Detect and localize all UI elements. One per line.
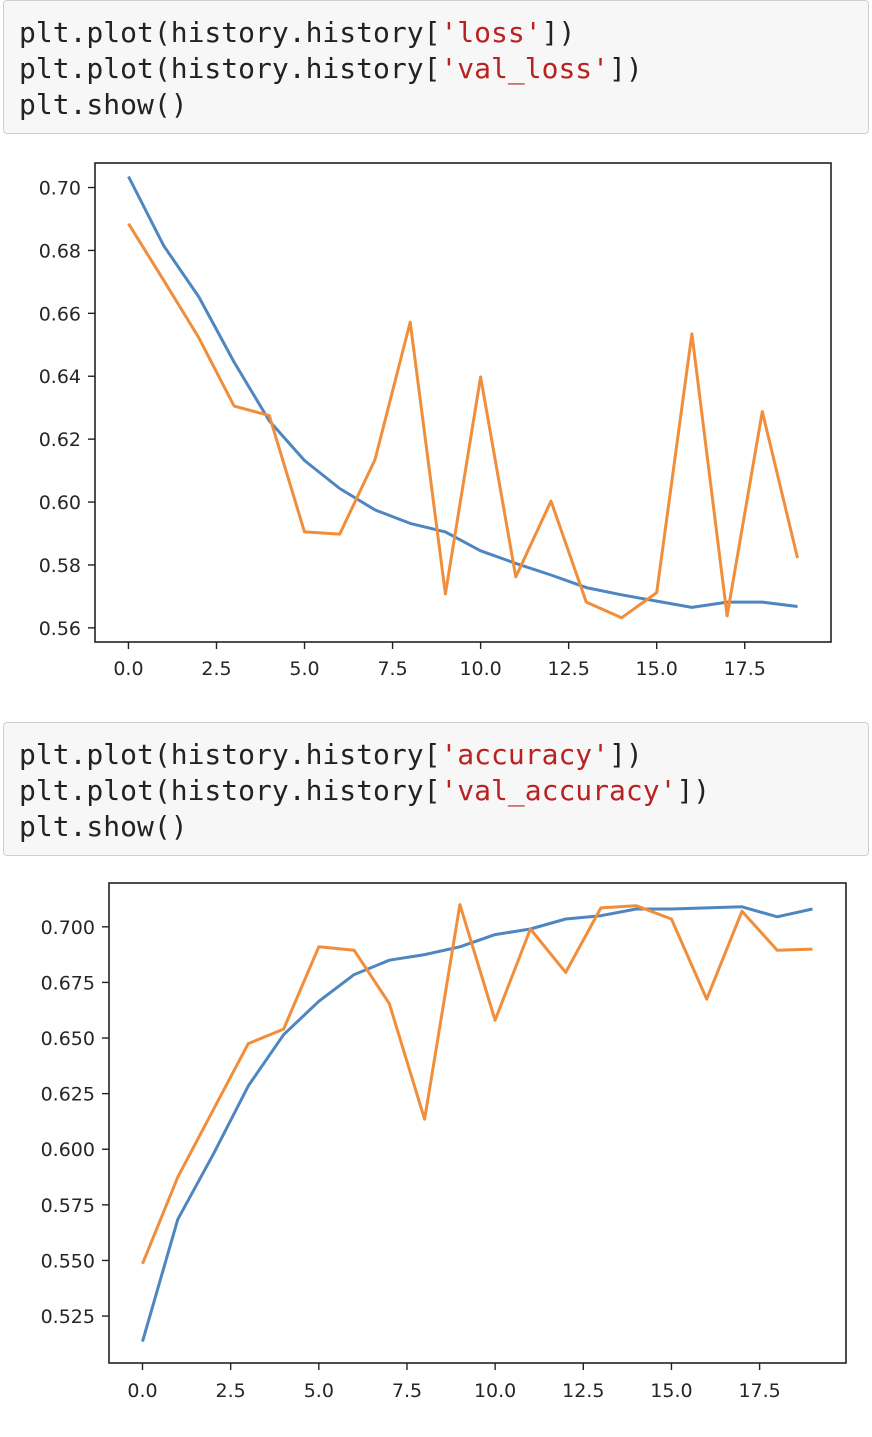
x-tick-label: 12.5: [562, 1380, 604, 1402]
y-tick-label: 0.62: [39, 429, 81, 451]
x-tick-label: 10.0: [474, 1380, 516, 1402]
x-tick-label: 17.5: [724, 658, 766, 680]
x-tick-label: 2.5: [216, 1380, 246, 1402]
loss-chart: 0.56 0.58 0.60 0.62 0.64 0.66 0.68 0.70 0.0 2.5 5.…: [39, 162, 832, 680]
y-tick-label: 0.625: [41, 1084, 95, 1106]
y-tick-label: 0.675: [41, 972, 95, 994]
y-tick-label: 0.650: [41, 1028, 95, 1050]
plot-frame: [94, 162, 832, 643]
code-line: plt.show(): [19, 810, 188, 843]
x-tick-label: 5.0: [304, 1380, 334, 1402]
output-loss-chart: 0.56 0.58 0.60 0.62 0.64 0.66 0.68 0.70 0.0 2.5 5.…: [0, 150, 872, 695]
y-tick-label: 0.70: [39, 178, 81, 200]
x-tick-label: 0.0: [127, 1380, 157, 1402]
y-tick-label: 0.64: [39, 366, 81, 388]
code-line: plt.plot(history.history['val_loss']): [19, 52, 643, 85]
y-tick-label: 0.700: [41, 917, 95, 939]
x-tick-label: 0.0: [113, 658, 143, 680]
x-tick-label: 5.0: [289, 658, 319, 680]
x-tick-label: 15.0: [636, 658, 678, 680]
accuracy-chart: 0.525 0.550 0.575 0.600 0.625 0.650 0.675 0.700…: [41, 882, 847, 1402]
x-tick-label: 7.5: [377, 658, 407, 680]
y-tick-label: 0.600: [41, 1139, 95, 1161]
series-line-1: [127, 175, 798, 609]
y-tick-label: 0.550: [41, 1250, 95, 1272]
code-cell-accuracy[interactable]: plt.plot(history.history['accuracy']) pl…: [3, 722, 869, 856]
code-cell-loss[interactable]: plt.plot(history.history['loss']) plt.pl…: [3, 0, 869, 134]
series-line-1: [141, 905, 813, 1343]
code-line: plt.plot(history.history['val_accuracy']…: [19, 774, 711, 807]
x-tick-label: 15.0: [650, 1380, 692, 1402]
code-line: plt.plot(history.history['accuracy']): [19, 738, 643, 771]
output-accuracy-chart: 0.525 0.550 0.575 0.600 0.625 0.650 0.675 0.700…: [0, 872, 872, 1437]
y-tick-label: 0.56: [39, 618, 81, 640]
y-tick-label: 0.60: [39, 492, 81, 514]
y-tick-label: 0.66: [39, 303, 81, 325]
y-tick-label: 0.575: [41, 1195, 95, 1217]
series-line-2: [141, 903, 813, 1265]
x-tick-label: 10.0: [459, 658, 501, 680]
code-line: plt.plot(history.history['loss']): [19, 16, 576, 49]
y-tick-label: 0.58: [39, 555, 81, 577]
x-tick-label: 12.5: [547, 658, 589, 680]
plot-frame: [108, 882, 847, 1364]
x-tick-label: 17.5: [738, 1380, 780, 1402]
code-line: plt.show(): [19, 88, 188, 121]
series-line-2: [127, 222, 799, 620]
x-tick-label: 7.5: [392, 1380, 422, 1402]
y-tick-label: 0.525: [41, 1306, 95, 1328]
x-tick-label: 2.5: [201, 658, 231, 680]
y-tick-label: 0.68: [39, 240, 81, 262]
